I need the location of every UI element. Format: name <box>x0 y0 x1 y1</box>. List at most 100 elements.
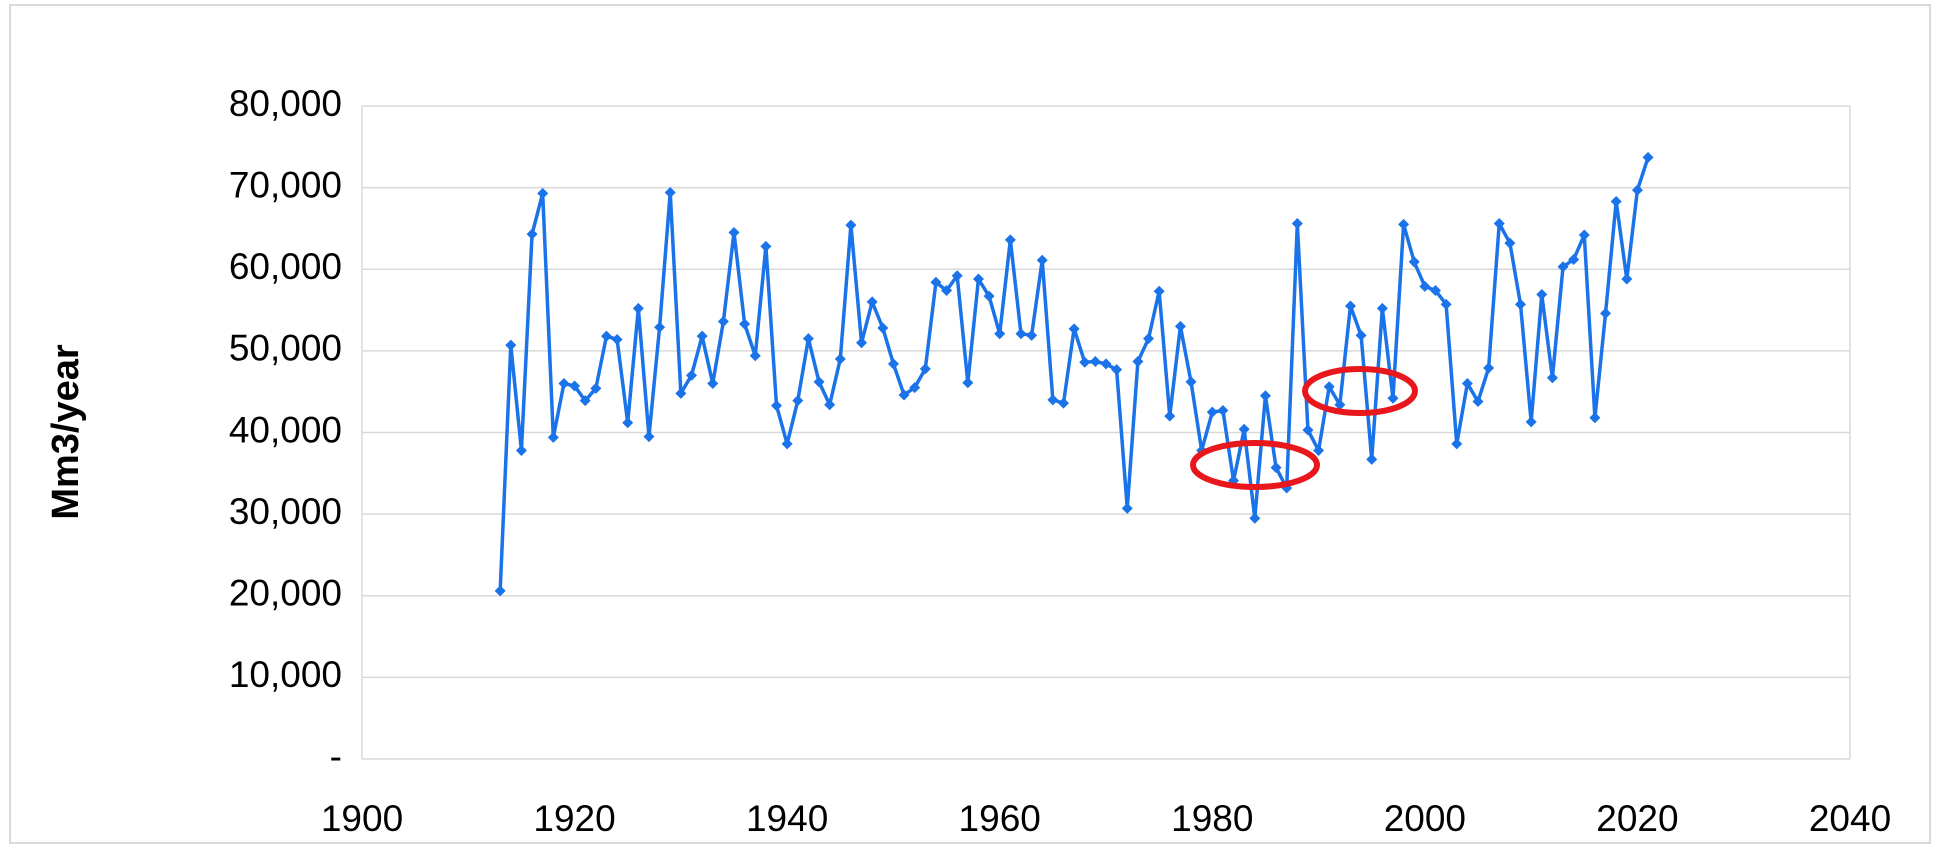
x-tick-label: 1920 <box>533 798 615 839</box>
data-point <box>675 387 687 399</box>
data-point <box>1387 392 1399 404</box>
data-point <box>962 377 974 389</box>
data-point <box>547 431 559 443</box>
data-point <box>1461 378 1473 390</box>
data-point <box>802 333 814 345</box>
data-point <box>1132 355 1144 367</box>
data-point <box>707 378 719 390</box>
y-tick-label: 80,000 <box>229 83 342 124</box>
data-point <box>1631 184 1643 196</box>
data-point <box>728 227 740 239</box>
data-point <box>1398 218 1410 230</box>
data-point <box>845 219 857 231</box>
data-point <box>1472 395 1484 407</box>
data-point <box>537 187 549 199</box>
data-point <box>1600 307 1612 319</box>
data-point <box>1047 394 1059 406</box>
data-point <box>898 389 910 401</box>
y-tick-label: 10,000 <box>229 654 342 695</box>
data-point <box>951 270 963 282</box>
data-point <box>1270 462 1282 474</box>
data-point <box>1026 329 1038 341</box>
data-point <box>834 353 846 365</box>
data-line <box>498 156 1650 591</box>
data-point <box>1344 300 1356 312</box>
data-point <box>664 187 676 199</box>
data-point <box>1621 273 1633 285</box>
data-point <box>749 350 761 362</box>
data-point <box>1440 298 1452 310</box>
y-tick-label: 30,000 <box>229 491 342 532</box>
data-point <box>1408 256 1420 268</box>
data-point <box>717 315 729 327</box>
data-point <box>1291 218 1303 230</box>
data-point <box>1366 453 1378 465</box>
data-point <box>632 302 644 314</box>
data-point <box>1515 298 1527 310</box>
x-tick-label: 1980 <box>1171 798 1253 839</box>
data-point <box>1451 438 1463 450</box>
data-point <box>569 380 581 392</box>
data-point <box>1334 399 1346 411</box>
x-tick-label: 1900 <box>321 798 403 839</box>
data-point <box>994 328 1006 340</box>
data-point <box>1302 424 1314 436</box>
data-point <box>696 330 708 342</box>
data-point <box>824 399 836 411</box>
data-point <box>1323 381 1335 393</box>
highlight-ellipse <box>1190 440 1320 490</box>
y-tick-label: 40,000 <box>229 409 342 450</box>
data-point <box>1249 512 1261 524</box>
data-point <box>1376 302 1388 314</box>
data-point <box>1504 237 1516 249</box>
data-point <box>1100 358 1112 370</box>
data-point <box>654 321 666 333</box>
data-point <box>909 382 921 394</box>
data-point <box>1568 253 1580 265</box>
data-point <box>1578 229 1590 241</box>
data-point <box>983 290 995 302</box>
data-point <box>771 400 783 412</box>
data-point <box>505 339 517 351</box>
data-point <box>1111 364 1123 376</box>
data-point <box>515 444 527 456</box>
data-point <box>1153 285 1165 297</box>
data-point <box>1015 328 1027 340</box>
data-point <box>1259 390 1271 402</box>
data-point <box>1419 280 1431 292</box>
data-point <box>600 330 612 342</box>
data-point <box>930 276 942 288</box>
data-point <box>1217 404 1229 416</box>
y-axis-label: Mm3/year <box>45 344 87 520</box>
data-point <box>1057 397 1069 409</box>
y-tick-label: 60,000 <box>229 246 342 287</box>
data-point <box>1429 284 1441 296</box>
x-tick-label: 1940 <box>746 798 828 839</box>
data-point <box>579 395 591 407</box>
data-point <box>494 585 506 597</box>
x-tick-label: 1960 <box>959 798 1041 839</box>
data-point <box>1355 329 1367 341</box>
chart-border <box>9 4 1931 844</box>
y-tick-label: 50,000 <box>229 328 342 369</box>
data-point <box>1174 320 1186 332</box>
data-point <box>856 337 868 349</box>
data-point <box>919 363 931 375</box>
y-tick-label: 70,000 <box>229 164 342 205</box>
data-point <box>1589 412 1601 424</box>
data-point <box>1536 289 1548 301</box>
data-point <box>1143 333 1155 345</box>
data-point <box>1610 196 1622 208</box>
data-point <box>1238 423 1250 435</box>
x-tick-label: 2040 <box>1809 798 1891 839</box>
data-point <box>1121 502 1133 514</box>
data-point <box>1004 234 1016 246</box>
data-point <box>866 296 878 308</box>
data-point <box>792 395 804 407</box>
data-point <box>1642 151 1654 163</box>
data-point <box>1313 444 1325 456</box>
data-point <box>1068 323 1080 335</box>
data-point <box>1525 416 1537 428</box>
plot-area: - 10,000 20,000 30,000 40,000 50,000 60,000 70,… <box>229 83 1891 839</box>
data-point <box>643 431 655 443</box>
